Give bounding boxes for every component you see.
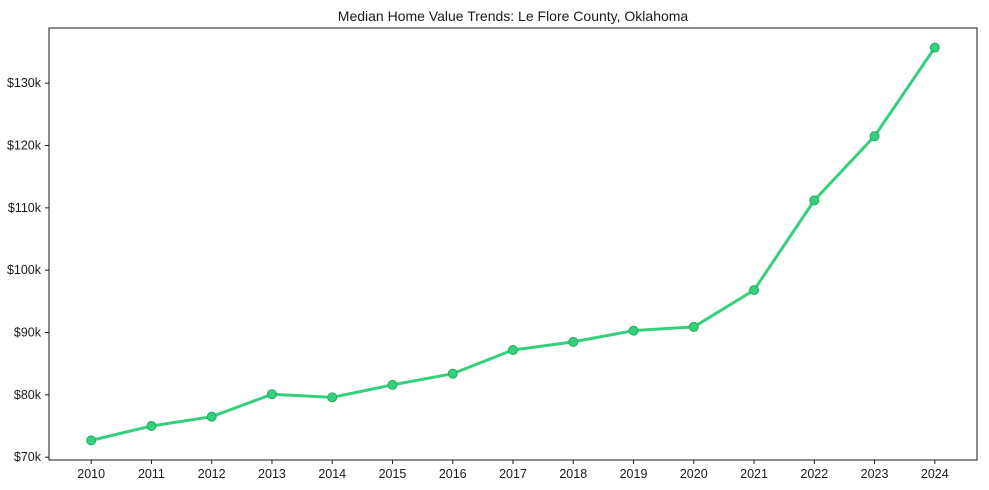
data-point-marker: [749, 285, 760, 296]
data-point-marker: [387, 379, 398, 390]
x-tick-label: 2017: [499, 467, 527, 481]
data-point-marker: [86, 435, 97, 446]
data-point-marker: [568, 336, 579, 347]
x-tick-label: 2024: [921, 467, 949, 481]
data-point-marker: [809, 195, 820, 206]
data-point-marker: [869, 131, 880, 142]
x-tick-label: 2019: [620, 467, 648, 481]
data-point-marker: [929, 42, 940, 53]
y-tick-label: $120k: [7, 139, 42, 153]
series-line: [89, 46, 937, 442]
y-tick-label: $130k: [7, 76, 42, 90]
x-tick-label: 2012: [198, 467, 226, 481]
x-tick-label: 2018: [559, 467, 587, 481]
x-tick-label: 2022: [800, 467, 828, 481]
data-point-marker: [628, 325, 639, 336]
data-point-marker: [327, 392, 338, 403]
x-tick-label: 2013: [258, 467, 286, 481]
y-tick-label: $100k: [7, 263, 42, 277]
data-point-marker: [508, 344, 518, 355]
x-tick-label: 2023: [861, 467, 889, 481]
y-tick-label: $80k: [14, 388, 42, 402]
data-point-marker: [688, 321, 699, 332]
x-tick-label: 2015: [379, 467, 407, 481]
x-tick-label: 2010: [77, 467, 105, 481]
data-point-marker: [447, 368, 458, 379]
data-point-marker: [206, 411, 217, 422]
x-tick-label: 2020: [680, 467, 708, 481]
data-point-marker: [266, 389, 277, 400]
x-tick-label: 2011: [138, 467, 165, 481]
y-tick-label: $90k: [14, 326, 42, 340]
plot-border: [48, 27, 978, 461]
y-tick-label: $70k: [14, 450, 42, 464]
x-tick-label: 2014: [318, 467, 346, 481]
data-point-marker: [146, 421, 157, 432]
x-tick-label: 2021: [740, 467, 768, 481]
x-tick-label: 2016: [439, 467, 467, 481]
y-tick-label: $110k: [8, 201, 42, 215]
chart-title: Median Home Value Trends: Le Flore Count…: [337, 8, 689, 24]
